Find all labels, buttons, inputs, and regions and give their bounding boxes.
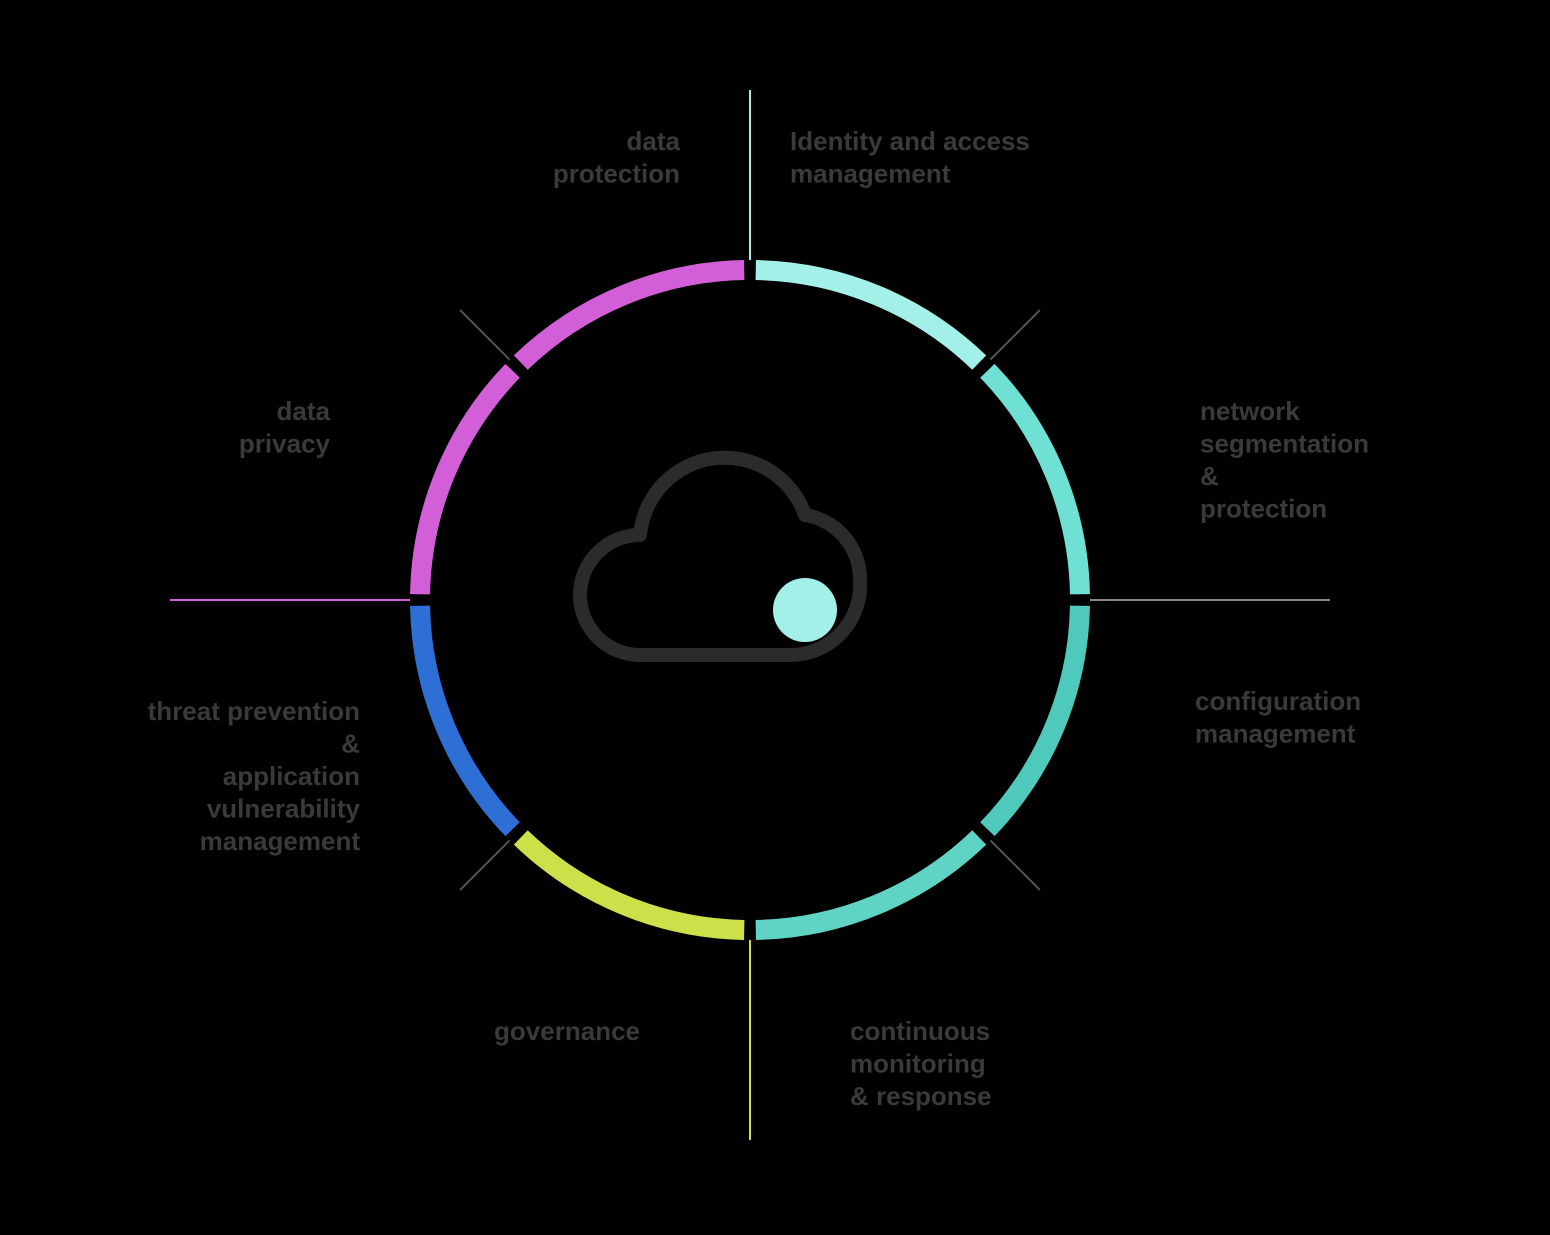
- label-line: management: [200, 826, 361, 856]
- label-line: governance: [494, 1016, 640, 1046]
- label-line: continuous: [850, 1016, 990, 1046]
- radial-diagram: Identity and accessmanagementnetworksegm…: [0, 0, 1550, 1235]
- label-line: configuration: [1195, 686, 1361, 716]
- label-governance: governance: [494, 1016, 640, 1046]
- label-line: segmentation: [1200, 429, 1369, 459]
- label-line: threat prevention: [148, 696, 360, 726]
- label-line: &: [1200, 461, 1219, 491]
- label-line: vulnerability: [207, 794, 361, 824]
- label-line: management: [790, 159, 951, 189]
- label-line: protection: [553, 159, 680, 189]
- label-line: management: [1195, 719, 1356, 749]
- label-line: application: [223, 761, 360, 791]
- label-line: data: [277, 396, 331, 426]
- label-line: privacy: [239, 429, 331, 459]
- label-line: data: [627, 126, 681, 156]
- label-line: network: [1200, 396, 1300, 426]
- cloud-dot: [773, 578, 837, 642]
- label-line: Identity and access: [790, 126, 1030, 156]
- label-line: & response: [850, 1081, 992, 1111]
- label-line: protection: [1200, 494, 1327, 524]
- label-line: &: [341, 729, 360, 759]
- label-line: monitoring: [850, 1049, 986, 1079]
- label-monitoring: continuousmonitoring& response: [850, 1016, 992, 1111]
